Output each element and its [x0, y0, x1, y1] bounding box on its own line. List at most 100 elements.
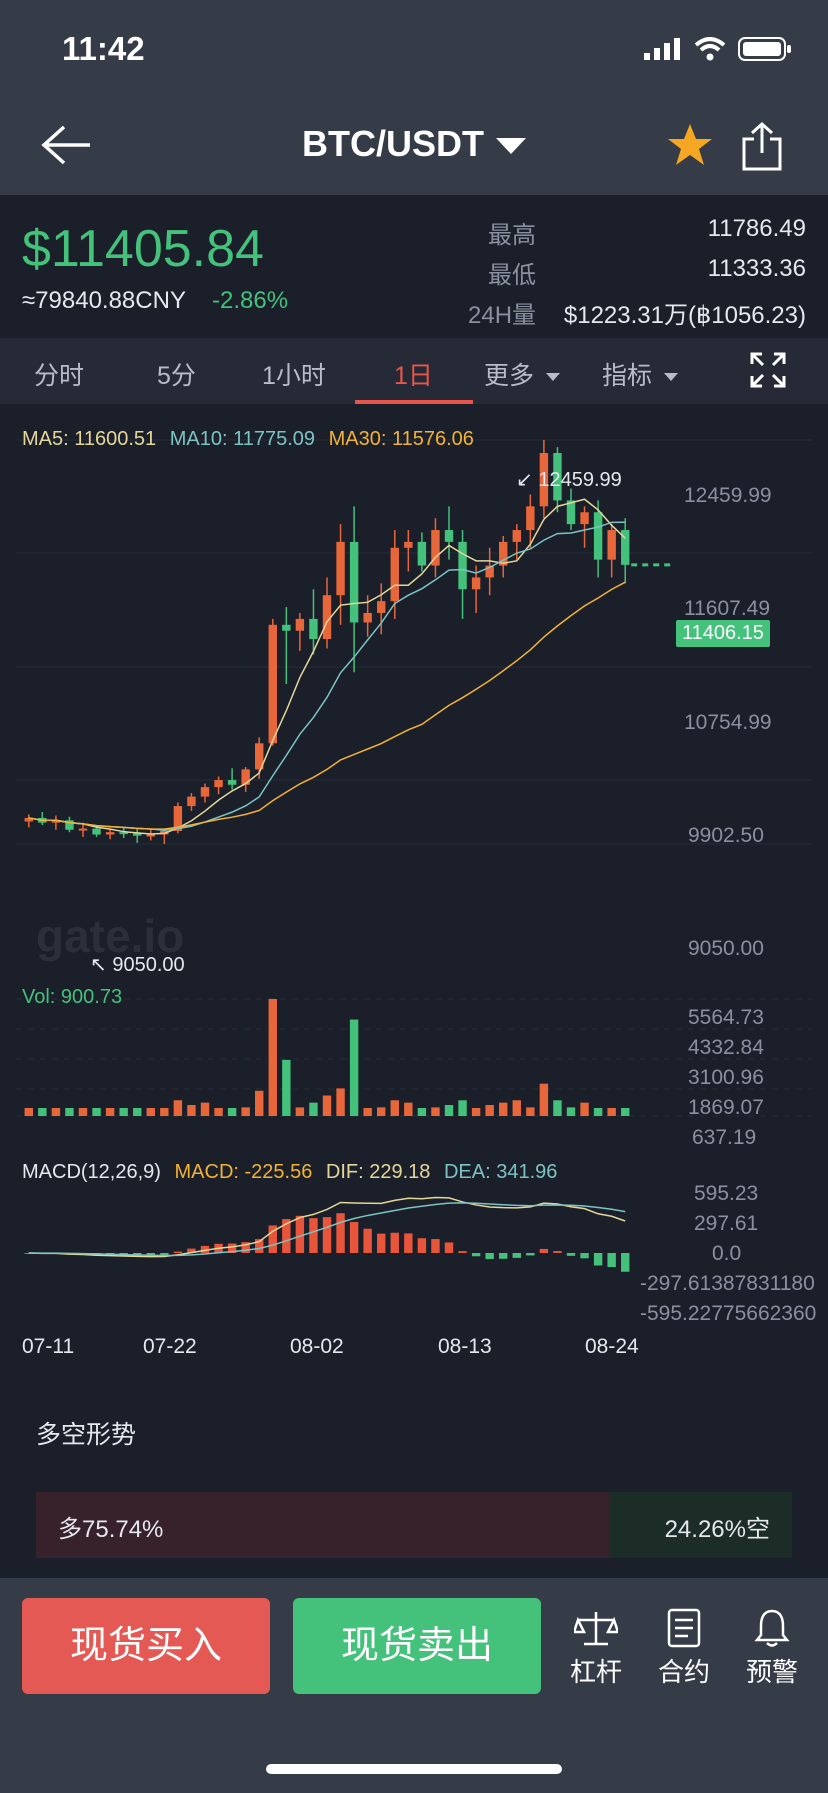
volume-bar — [51, 1108, 61, 1116]
kline-chart[interactable]: gate.io MA5: 11600.51 MA10: 11775.09 MA3… — [0, 404, 828, 1358]
macd-bar — [499, 1253, 508, 1259]
tab-more-label: 更多 — [484, 362, 535, 390]
macd-bar — [146, 1253, 155, 1256]
candle-body — [146, 834, 155, 837]
long-short-bar: 多75.74% 24.26%空 — [36, 1492, 792, 1558]
macd-title: MACD(12,26,9) — [22, 1161, 161, 1183]
candle-body — [417, 541, 427, 566]
watermark: gate.io — [36, 910, 185, 962]
candle-body — [539, 453, 549, 507]
candle-body — [214, 780, 223, 788]
macd-bar — [444, 1242, 454, 1253]
dea-value: DEA: 341.96 — [443, 1161, 558, 1183]
pair-selector[interactable]: BTC/USDT — [0, 123, 828, 165]
candle-body — [607, 530, 616, 560]
back-arrow-icon[interactable] — [40, 123, 92, 167]
macd-bar — [377, 1233, 386, 1253]
candle-body — [485, 565, 494, 578]
candle-body — [255, 743, 264, 770]
low-label: 最低 — [488, 262, 536, 289]
leverage-label: 杠杆 — [569, 1657, 622, 1687]
tab-1hour[interactable]: 1小时 — [262, 362, 326, 390]
volume-bar — [526, 1107, 535, 1116]
volume-bar — [363, 1108, 372, 1116]
candle-body — [566, 500, 576, 525]
volume-bar — [553, 1100, 562, 1116]
volume-bar — [200, 1102, 210, 1116]
signal-icon — [644, 38, 680, 60]
date-tick: 07-11 — [22, 1335, 75, 1358]
active-tab-indicator — [355, 400, 473, 404]
date-tick: 07-22 — [143, 1335, 197, 1358]
current-price-tag: 11406.15 — [676, 620, 770, 647]
ma30-label: MA30: 11576.06 — [328, 428, 474, 450]
bell-icon — [754, 1609, 790, 1647]
macd-bar — [526, 1253, 535, 1256]
macd-bar — [255, 1239, 264, 1253]
macd-bar — [458, 1251, 467, 1253]
macd-bar — [417, 1238, 427, 1253]
volume-bar — [65, 1108, 74, 1116]
tab-time-share[interactable]: 分时 — [34, 362, 85, 390]
high-label: 最高 — [488, 222, 536, 249]
tab-more[interactable]: 更多 — [484, 356, 561, 392]
candle-body — [377, 601, 386, 613]
macd-bar — [363, 1228, 372, 1253]
contract-button[interactable]: 合约 — [644, 1608, 724, 1689]
status-time: 11:42 — [62, 30, 145, 67]
volume-bar — [471, 1108, 481, 1116]
fullscreen-icon[interactable] — [750, 352, 786, 388]
volume-bar — [458, 1100, 467, 1116]
date-tick: 08-24 — [585, 1335, 639, 1358]
macd-bar — [471, 1253, 481, 1257]
macd-tick: 0.0 — [712, 1242, 742, 1265]
favorite-star-icon[interactable] — [666, 121, 714, 169]
volume-bar — [499, 1102, 508, 1116]
volume-bar — [580, 1102, 589, 1116]
contract-label: 合约 — [657, 1657, 710, 1687]
ma10-label: MA10: 11775.09 — [169, 428, 316, 450]
dea-line — [28, 1202, 626, 1257]
ma-legend: MA5: 11600.51 MA10: 11775.09 MA30: 11576… — [22, 428, 474, 451]
candle-body — [227, 780, 237, 785]
volume-bar — [133, 1108, 142, 1116]
volume-bar — [566, 1107, 576, 1116]
candle-body — [458, 541, 467, 590]
share-icon[interactable] — [740, 121, 784, 171]
price-change: -2.86% — [212, 287, 289, 314]
date-tick: 08-13 — [438, 1335, 492, 1358]
volume-bar — [173, 1100, 183, 1116]
tab-indicators[interactable]: 指标 — [602, 356, 679, 392]
chevron-down-icon — [664, 373, 679, 382]
volume-bar — [607, 1108, 616, 1116]
ma5-label: MA5: 11600.51 — [22, 428, 157, 450]
price-tick: 9050.00 — [688, 937, 764, 960]
scale-icon — [574, 1612, 618, 1646]
macd-bar — [553, 1251, 562, 1253]
tab-1day[interactable]: 1日 — [394, 362, 433, 390]
candle-body — [187, 796, 196, 807]
spot-sell-button[interactable]: 现货卖出 — [293, 1598, 541, 1694]
macd-bar — [390, 1232, 399, 1253]
alert-button[interactable]: 预警 — [732, 1608, 812, 1689]
macd-value: MACD: -225.56 — [174, 1161, 313, 1183]
candle-body — [78, 828, 88, 831]
volume-bar — [349, 1019, 359, 1116]
volume-bar — [214, 1108, 223, 1116]
macd-bar — [607, 1253, 616, 1268]
candle-body — [322, 595, 332, 640]
battery-icon — [738, 37, 791, 61]
volume-bar — [146, 1108, 155, 1116]
price-tick: 12459.99 — [684, 484, 772, 507]
spot-buy-button[interactable]: 现货买入 — [22, 1598, 270, 1694]
volume-bar — [268, 999, 277, 1116]
macd-bar — [404, 1233, 413, 1253]
macd-bar — [593, 1253, 603, 1266]
candle-body — [295, 618, 305, 631]
leverage-button[interactable]: 杠杆 — [556, 1608, 636, 1689]
chart-canvas — [16, 439, 812, 1272]
macd-bar — [485, 1253, 494, 1259]
tab-5min[interactable]: 5分 — [157, 362, 196, 390]
macd-bar — [512, 1253, 521, 1258]
macd-bar — [187, 1248, 196, 1253]
